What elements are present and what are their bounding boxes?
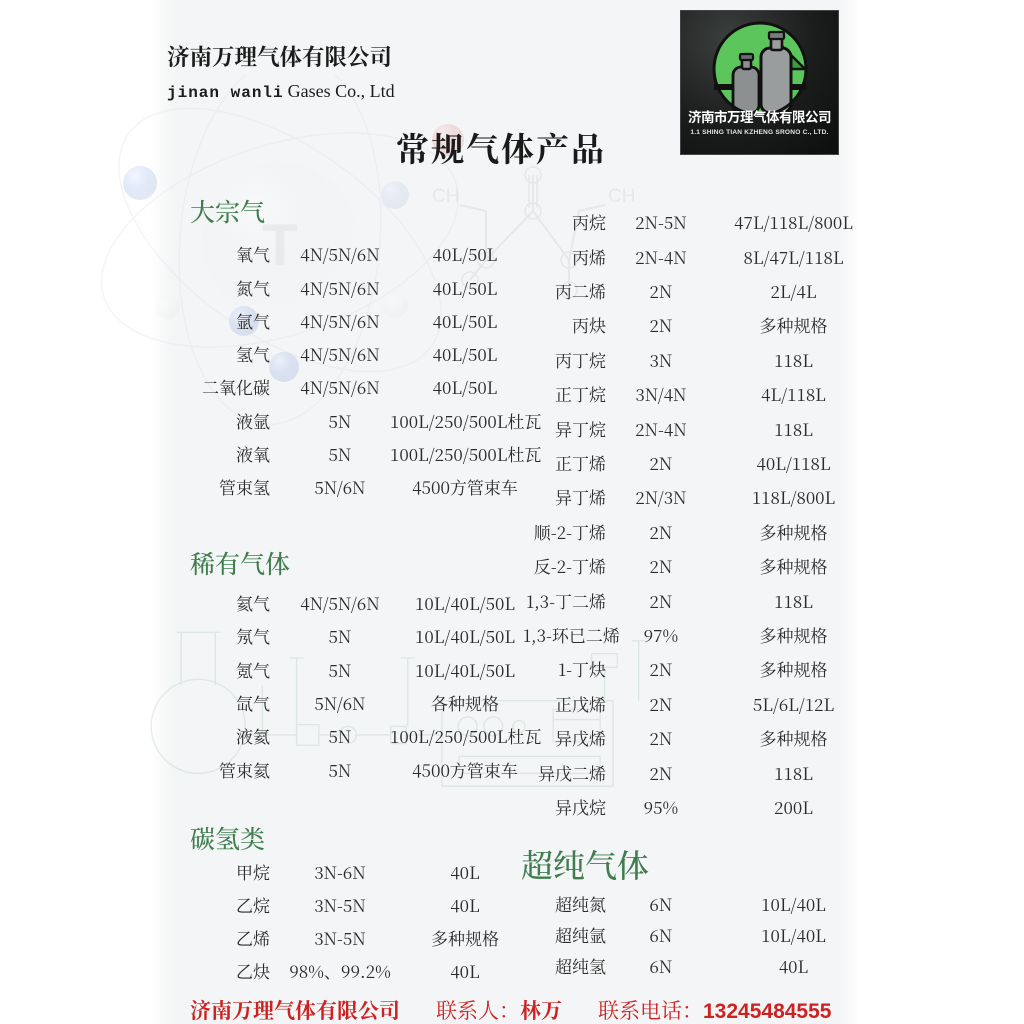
svg-text:CH: CH bbox=[432, 186, 459, 207]
svg-text:CH: CH bbox=[608, 186, 635, 207]
